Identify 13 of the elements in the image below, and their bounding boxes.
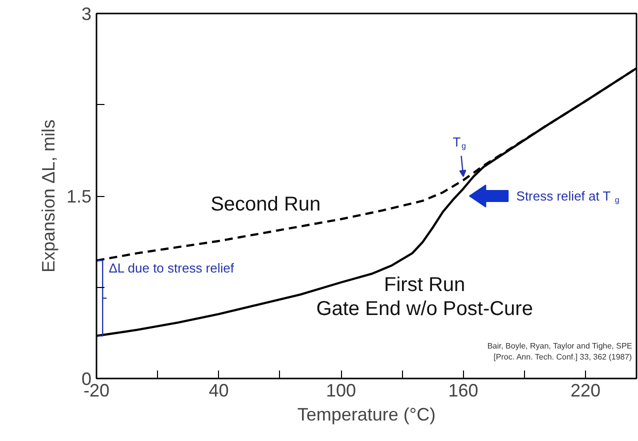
y-tick-label: 1.5 [66, 186, 92, 206]
x-tick-label: 160 [448, 380, 478, 400]
x-tick-label: 100 [326, 380, 356, 400]
annotation: ΔL due to stress relief [108, 260, 234, 276]
annotation: Bair, Boyle, Ryan, Taylor and Tighe, SPE [Proc. Ann. Tech. Conf.] 33, 362 (1987) [487, 342, 632, 362]
y-axis-title: Expansion ΔL, mils [38, 119, 58, 273]
x-tick-label: 40 [208, 380, 229, 400]
annotation: Gate End w/o Post-Cure [316, 298, 533, 320]
x-axis-title: Temperature (°C) [297, 404, 436, 424]
series-label: Second Run [210, 193, 321, 216]
x-tick-label: 220 [570, 380, 601, 400]
y-tick-label: 3 [81, 4, 92, 24]
series-label: First Run [384, 274, 466, 296]
